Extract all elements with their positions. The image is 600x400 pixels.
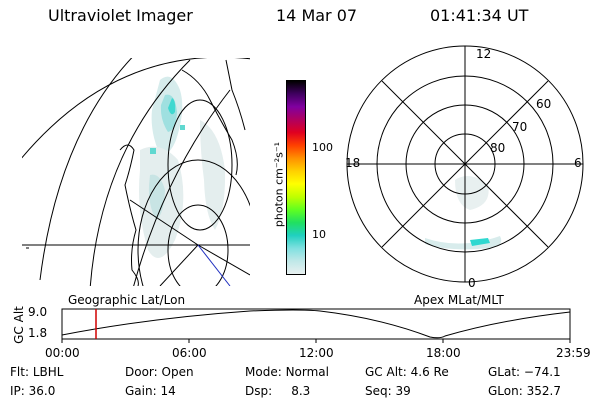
- colorbar-tick-10: 10: [312, 228, 326, 241]
- altitude-xtick-2: 12:00: [299, 346, 334, 360]
- colorbar-tick-100: 100: [312, 141, 333, 154]
- status-gcalt: GC Alt: 4.6 Re: [365, 365, 449, 379]
- mlt-label-12: 12: [476, 47, 492, 61]
- altitude-ylabel: GC Alt: [12, 306, 26, 344]
- status-flt: Flt: LBHL: [10, 365, 64, 379]
- mlt-label-18: 18: [345, 156, 361, 170]
- status-gain: Gain: 14: [125, 384, 176, 398]
- apex-label: Apex MLat/MLT: [414, 293, 504, 307]
- mlt-label-6: 6: [574, 156, 582, 170]
- altitude-xtick-4: 23:59: [556, 346, 591, 360]
- status-ip: IP: 36.0: [10, 384, 56, 398]
- status-mode: Mode: Normal: [245, 365, 329, 379]
- instrument-title: Ultraviolet Imager: [48, 6, 193, 25]
- altitude-ytick-min: 1.8: [28, 326, 48, 340]
- altitude-ytick-max: 9.0: [28, 305, 48, 319]
- time-label: 01:41:34 UT: [430, 6, 529, 25]
- geographic-label: Geographic Lat/Lon: [68, 293, 186, 307]
- mlt-label-0: 0: [468, 276, 476, 290]
- lat-label-60: 60: [536, 97, 552, 111]
- altitude-xtick-0: 00:00: [45, 346, 80, 360]
- status-glon: GLon: 352.7: [488, 384, 561, 398]
- colorbar: [286, 80, 306, 275]
- altitude-xtick-3: 18:00: [426, 346, 461, 360]
- status-door: Door: Open: [125, 365, 194, 379]
- date-label: 14 Mar 07: [276, 6, 358, 25]
- status-glat: GLat: −74.1: [488, 365, 561, 379]
- altitude-xtick-1: 06:00: [172, 346, 207, 360]
- lat-label-70: 70: [512, 120, 528, 134]
- status-seq: Seq: 39: [365, 384, 411, 398]
- colorbar-unit-label: photon cm⁻²s⁻¹: [272, 141, 286, 228]
- status-dsp: Dsp: 8.3: [245, 384, 311, 398]
- lat-label-80: 80: [490, 141, 506, 155]
